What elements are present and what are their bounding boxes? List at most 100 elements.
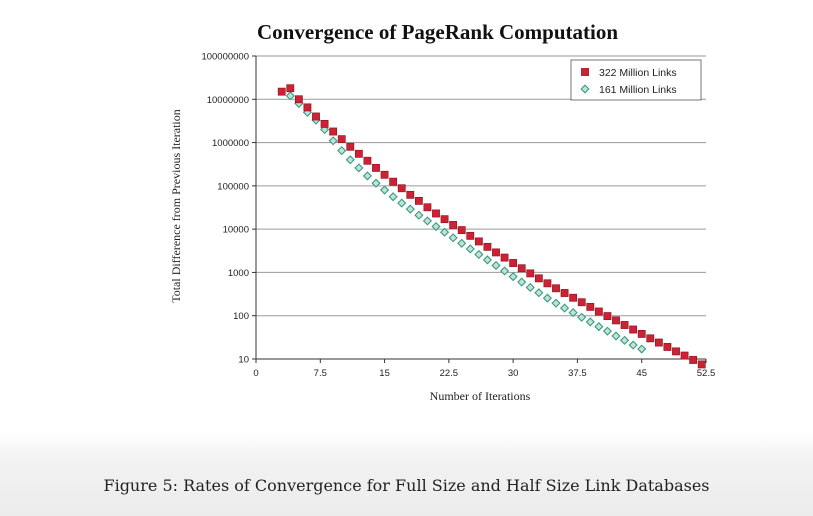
data-point-322m: [672, 347, 680, 356]
x-tick-label: 45: [636, 368, 647, 379]
y-tick-label: 10: [238, 355, 249, 366]
x-tick-label: 30: [508, 368, 519, 379]
data-point-322m: [423, 203, 432, 212]
x-tick-label: 22.5: [440, 368, 459, 379]
data-point-161m: [379, 185, 390, 195]
legend-marker: [581, 68, 589, 76]
data-point-161m: [345, 155, 355, 165]
data-point-161m: [388, 192, 398, 202]
y-tick-label: 1000: [228, 268, 249, 279]
data-point-322m: [320, 119, 329, 128]
x-tick-label: 7.5: [314, 368, 327, 379]
legend-marker: [580, 84, 590, 94]
y-tick-label: 100000: [217, 181, 249, 192]
x-tick-label: 52.5: [697, 368, 716, 379]
figure-caption: Figure 5: Rates of Convergence for Full …: [103, 476, 710, 495]
x-tick-label: 15: [379, 368, 390, 379]
data-point-322m: [620, 321, 629, 329]
data-point-161m: [637, 344, 647, 354]
data-point-322m: [312, 112, 320, 121]
y-tick-label: 10000: [223, 225, 249, 236]
data-point-161m: [517, 277, 527, 287]
data-point-161m: [499, 266, 510, 276]
data-point-161m: [628, 340, 638, 350]
data-point-322m: [637, 330, 646, 338]
data-point-322m: [509, 259, 518, 267]
data-point-161m: [508, 272, 518, 282]
data-point-322m: [603, 312, 612, 320]
data-point-322m: [303, 103, 312, 112]
data-point-322m: [474, 237, 483, 246]
data-point-322m: [680, 351, 689, 360]
data-point-322m: [389, 177, 398, 186]
data-point-161m: [371, 178, 381, 188]
data-point-322m: [534, 274, 543, 283]
data-point-322m: [449, 221, 458, 229]
data-point-322m: [363, 156, 372, 165]
legend-label: 322 Million Links: [599, 67, 677, 79]
data-point-161m: [457, 238, 467, 248]
legend: 322 Million Links 161 Million Links: [570, 59, 702, 101]
data-point-322m: [483, 242, 492, 251]
series-322-million-links: [277, 84, 706, 369]
data-point-161m: [422, 216, 433, 226]
page-bottom-band: [0, 430, 813, 516]
data-point-322m: [337, 135, 346, 144]
data-point-322m: [397, 184, 406, 193]
data-point-322m: [560, 289, 569, 297]
data-point-322m: [354, 149, 363, 158]
data-point-322m: [517, 264, 526, 273]
data-point-161m: [439, 227, 450, 237]
y-tick-label: 1000000: [212, 138, 249, 149]
y-tick-label: 100: [233, 311, 249, 322]
data-point-161m: [474, 249, 484, 260]
data-point-322m: [586, 302, 595, 311]
data-point-161m: [619, 335, 630, 345]
data-point-322m: [440, 215, 449, 224]
data-point-322m: [569, 293, 578, 302]
data-point-322m: [612, 316, 620, 325]
data-point-161m: [337, 146, 347, 156]
legend-label: 161 Million Links: [599, 84, 677, 96]
data-point-161m: [525, 282, 535, 293]
data-point-322m: [629, 325, 638, 334]
data-point-161m: [559, 303, 570, 313]
data-point-322m: [663, 343, 672, 351]
data-point-322m: [500, 253, 509, 262]
data-point-161m: [319, 124, 330, 135]
data-series: [277, 84, 706, 369]
x-axis-label: Number of Iterations: [430, 389, 531, 403]
axes: 10 100 1000 10000 100000 1000000 10000000 10000…: [201, 52, 715, 380]
data-point-161m: [602, 326, 613, 336]
data-point-322m: [466, 231, 475, 240]
data-point-322m: [697, 360, 706, 369]
data-point-322m: [646, 334, 655, 343]
data-point-322m: [689, 356, 698, 364]
data-point-161m: [328, 136, 338, 146]
data-point-322m: [380, 170, 389, 179]
data-point-161m: [405, 204, 415, 214]
data-point-161m: [551, 298, 561, 308]
data-point-161m: [285, 91, 295, 101]
data-point-322m: [457, 226, 466, 235]
data-point-161m: [577, 312, 587, 322]
data-point-161m: [534, 288, 544, 298]
data-point-322m: [346, 142, 355, 151]
data-point-322m: [543, 279, 552, 288]
y-tick-label: 100000000: [201, 52, 249, 63]
data-point-161m: [362, 171, 373, 181]
data-point-322m: [414, 196, 423, 205]
data-point-322m: [552, 284, 560, 293]
data-point-161m: [542, 293, 553, 303]
data-point-161m: [568, 308, 578, 318]
data-point-322m: [406, 190, 415, 199]
chart-title: Convergence of PageRank Computation: [256, 20, 619, 44]
data-point-322m: [654, 338, 663, 347]
data-point-161m: [594, 322, 604, 332]
x-tick-label: 37.5: [568, 368, 587, 379]
x-tick-label: 0: [253, 368, 258, 379]
data-point-161m: [354, 163, 364, 173]
data-point-161m: [431, 221, 441, 232]
data-point-161m: [611, 331, 621, 341]
data-point-161m: [482, 255, 493, 265]
